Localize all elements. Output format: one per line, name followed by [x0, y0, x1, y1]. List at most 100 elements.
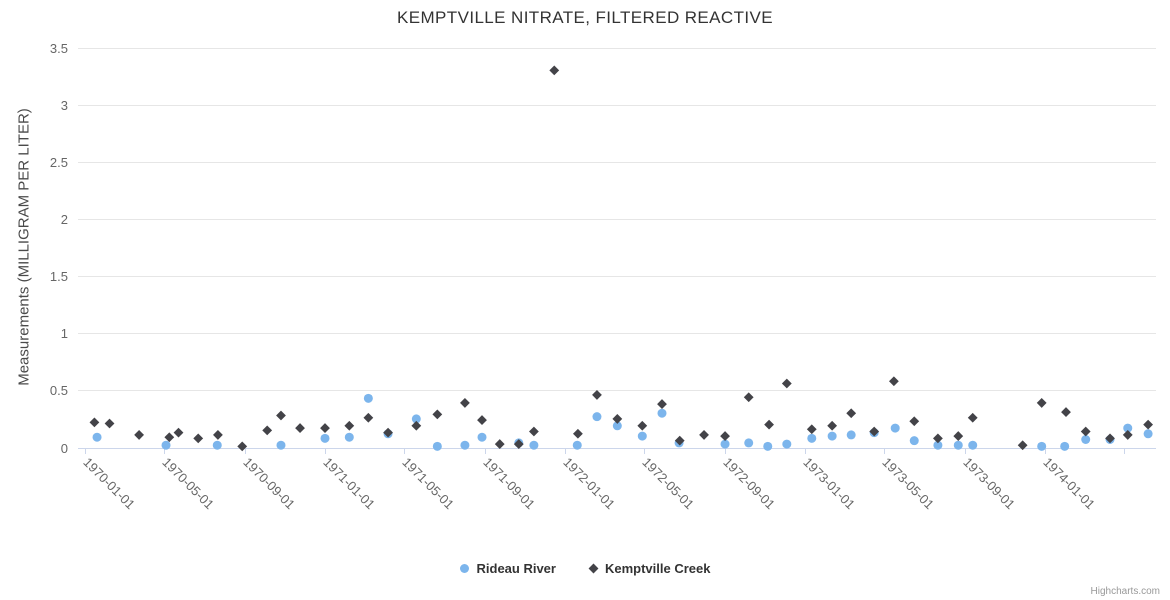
data-point-rideau-river[interactable] — [161, 440, 171, 450]
data-point-rideau-river[interactable] — [909, 436, 919, 446]
data-point-kemptville-creek[interactable] — [1080, 426, 1091, 437]
data-point-kemptville-creek[interactable] — [806, 424, 817, 435]
data-point-rideau-river[interactable] — [763, 441, 773, 451]
data-point-rideau-river[interactable] — [529, 440, 539, 450]
legend-item-kemptville-creek[interactable]: Kemptville Creek — [588, 561, 710, 576]
highcharts-credit[interactable]: Highcharts.com — [1090, 586, 1160, 597]
x-axis-tick-label: 1972-05-01 — [639, 455, 697, 513]
data-point-kemptville-creek[interactable] — [827, 420, 838, 431]
data-point-kemptville-creek[interactable] — [193, 433, 204, 444]
data-point-rideau-river[interactable] — [460, 440, 470, 450]
data-point-kemptville-creek[interactable] — [953, 431, 964, 441]
data-point-kemptville-creek[interactable] — [460, 398, 470, 408]
data-point-kemptville-creek[interactable] — [363, 412, 374, 423]
data-point-rideau-river[interactable] — [933, 440, 943, 450]
data-point-rideau-river[interactable] — [212, 440, 222, 450]
data-point-rideau-river[interactable] — [890, 423, 900, 433]
data-point-rideau-river[interactable] — [846, 430, 856, 440]
data-point-kemptville-creek[interactable] — [888, 376, 899, 387]
data-point-rideau-river[interactable] — [411, 414, 421, 424]
data-point-kemptville-creek[interactable] — [383, 427, 393, 438]
data-point-rideau-river[interactable] — [612, 421, 622, 431]
data-point-rideau-river[interactable] — [276, 440, 286, 450]
data-point-kemptville-creek[interactable] — [1122, 430, 1133, 440]
x-axis-tick-label: 1972-01-01 — [560, 455, 618, 513]
x-axis-tick-label: 1971-01-01 — [320, 455, 378, 513]
data-point-kemptville-creek[interactable] — [781, 378, 792, 389]
y-axis-tick-label: 1.5 — [50, 269, 68, 284]
data-point-kemptville-creek[interactable] — [411, 420, 422, 431]
data-point-kemptville-creek[interactable] — [657, 399, 667, 409]
data-point-kemptville-creek[interactable] — [89, 417, 100, 428]
data-point-rideau-river[interactable] — [827, 431, 837, 441]
data-point-kemptville-creek[interactable] — [846, 408, 857, 419]
data-point-rideau-river[interactable] — [592, 412, 602, 422]
data-point-kemptville-creek[interactable] — [295, 423, 305, 433]
circle-marker-icon — [459, 564, 469, 573]
data-point-kemptville-creek[interactable] — [494, 439, 505, 449]
data-point-rideau-river[interactable] — [720, 439, 730, 449]
data-point-kemptville-creek[interactable] — [1061, 407, 1071, 417]
data-point-kemptville-creek[interactable] — [477, 415, 487, 425]
data-point-rideau-river[interactable] — [782, 439, 792, 449]
data-point-rideau-river[interactable] — [637, 431, 647, 441]
data-point-kemptville-creek[interactable] — [173, 427, 184, 438]
y-axis-tick-label: 1 — [61, 326, 68, 341]
data-point-kemptville-creek[interactable] — [1017, 440, 1028, 451]
data-point-kemptville-creek[interactable] — [344, 420, 355, 431]
data-point-kemptville-creek[interactable] — [933, 433, 943, 444]
data-point-rideau-river[interactable] — [572, 440, 582, 450]
data-point-rideau-river[interactable] — [657, 408, 667, 418]
data-point-rideau-river[interactable] — [92, 432, 102, 442]
data-point-kemptville-creek[interactable] — [1143, 419, 1154, 430]
data-point-rideau-river[interactable] — [363, 393, 373, 403]
data-point-kemptville-creek[interactable] — [764, 419, 774, 430]
data-point-kemptville-creek[interactable] — [967, 412, 978, 423]
legend-item-rideau-river[interactable]: Rideau River — [459, 561, 556, 576]
data-point-kemptville-creek[interactable] — [743, 392, 754, 403]
diamond-marker-icon — [588, 563, 599, 574]
x-axis-tick-label: 1973-05-01 — [879, 455, 937, 513]
data-point-rideau-river[interactable] — [968, 440, 978, 450]
data-point-kemptville-creek[interactable] — [134, 430, 144, 440]
x-axis-tick-label: 1972-09-01 — [720, 455, 778, 513]
data-point-rideau-river[interactable] — [807, 433, 817, 443]
data-point-kemptville-creek[interactable] — [104, 418, 115, 429]
data-point-kemptville-creek[interactable] — [213, 430, 223, 440]
data-point-kemptville-creek[interactable] — [529, 426, 539, 437]
data-point-rideau-river[interactable] — [1143, 429, 1153, 439]
data-point-kemptville-creek[interactable] — [432, 409, 443, 420]
chart-title: KEMPTVILLE NITRATE, FILTERED REACTIVE — [397, 8, 773, 27]
data-point-kemptville-creek[interactable] — [320, 423, 330, 433]
data-point-kemptville-creek[interactable] — [699, 430, 709, 440]
data-point-kemptville-creek[interactable] — [674, 435, 685, 446]
data-point-kemptville-creek[interactable] — [637, 420, 648, 431]
data-point-kemptville-creek[interactable] — [869, 426, 880, 437]
data-point-kemptville-creek[interactable] — [1036, 398, 1047, 408]
data-point-rideau-river[interactable] — [953, 440, 963, 450]
data-point-rideau-river[interactable] — [477, 432, 487, 442]
y-axis-tick-label: 0.5 — [50, 383, 68, 398]
data-point-kemptville-creek[interactable] — [513, 439, 524, 449]
data-point-rideau-river[interactable] — [1081, 435, 1091, 444]
data-point-kemptville-creek[interactable] — [237, 441, 248, 452]
data-point-kemptville-creek[interactable] — [549, 65, 560, 76]
x-axis-tick-label: 1973-01-01 — [800, 455, 858, 513]
data-point-kemptville-creek[interactable] — [164, 432, 175, 443]
data-point-kemptville-creek[interactable] — [720, 431, 730, 441]
data-point-kemptville-creek[interactable] — [262, 425, 273, 436]
data-point-kemptville-creek[interactable] — [276, 410, 286, 421]
data-point-rideau-river[interactable] — [320, 433, 330, 443]
data-point-kemptville-creek[interactable] — [909, 416, 920, 427]
data-point-rideau-river[interactable] — [744, 438, 754, 448]
data-point-kemptville-creek[interactable] — [1105, 433, 1115, 444]
data-point-kemptville-creek[interactable] — [592, 390, 602, 400]
data-point-rideau-river[interactable] — [1060, 441, 1070, 451]
legend: Rideau River Kemptville Creek — [0, 561, 1170, 576]
data-point-rideau-river[interactable] — [344, 432, 354, 442]
data-point-rideau-river[interactable] — [1123, 423, 1133, 433]
data-point-kemptville-creek[interactable] — [573, 428, 583, 439]
data-point-rideau-river[interactable] — [432, 441, 442, 451]
data-point-kemptville-creek[interactable] — [612, 414, 623, 424]
data-point-rideau-river[interactable] — [1037, 441, 1047, 451]
